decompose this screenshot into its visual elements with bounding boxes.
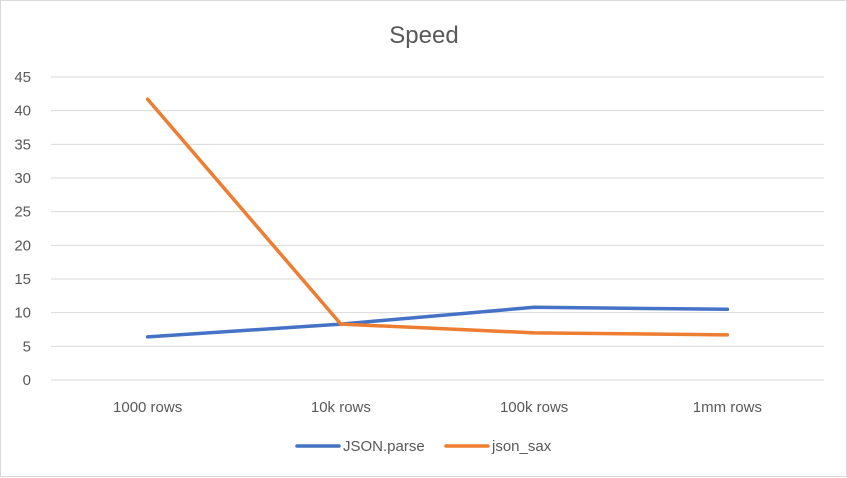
y-tick-label: 15: [14, 271, 31, 288]
data-point: [146, 335, 150, 339]
x-tick-label: 10k rows: [311, 399, 371, 416]
data-point: [339, 322, 343, 326]
y-tick-label: 5: [23, 338, 31, 355]
data-point: [146, 97, 150, 101]
y-tick-label: 45: [14, 69, 31, 86]
x-axis-ticks: 1000 rows 10k rows 100k rows 1mm rows: [113, 399, 762, 416]
y-tick-label: 20: [14, 237, 31, 254]
series-lines: [145, 97, 730, 339]
x-tick-label: 1000 rows: [113, 399, 182, 416]
data-point: [725, 307, 729, 311]
x-tick-label: 100k rows: [500, 399, 568, 416]
y-tick-label: 10: [14, 305, 31, 322]
data-point: [532, 305, 536, 309]
data-point: [532, 331, 536, 335]
chart-title: Speed: [389, 22, 458, 49]
y-tick-label: 40: [14, 103, 31, 120]
y-tick-label: 35: [14, 136, 31, 153]
y-tick-label: 0: [23, 372, 31, 389]
x-tick-label: 1mm rows: [693, 399, 762, 416]
y-axis-ticks: 0 5 10 15 20 25 30 35 40 45: [14, 69, 31, 389]
series-line-json-sax: [145, 97, 730, 337]
y-tick-label: 25: [14, 204, 31, 221]
data-point: [725, 333, 729, 337]
y-tick-label: 30: [14, 170, 31, 187]
gridlines: [51, 76, 824, 381]
series-line-json-parse: [145, 305, 730, 339]
legend-label: JSON.parse: [343, 438, 425, 455]
legend: JSON.parse json_sax: [295, 438, 552, 455]
legend-label: json_sax: [491, 438, 552, 455]
